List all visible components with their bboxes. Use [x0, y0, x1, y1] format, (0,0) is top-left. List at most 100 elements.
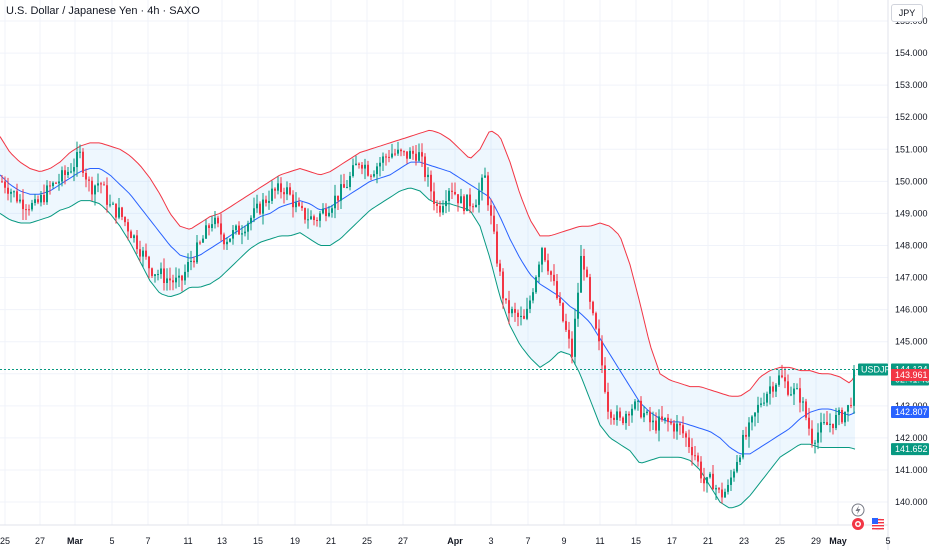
candle-body: [178, 275, 180, 278]
candle-body: [106, 185, 108, 205]
candle-body: [601, 341, 603, 366]
candle-body: [145, 250, 147, 257]
candle-body: [832, 423, 834, 429]
y-tick-label: 153.000: [895, 80, 928, 90]
candle-body: [628, 413, 630, 416]
x-tick-label: 23: [739, 536, 749, 546]
candle-body: [7, 187, 9, 194]
x-tick-label: 27: [398, 536, 408, 546]
currency-button[interactable]: JPY: [891, 4, 923, 22]
candle-body: [592, 301, 594, 314]
candle-body: [352, 165, 354, 177]
lightning-icon[interactable]: [851, 503, 865, 517]
candle-body: [787, 381, 789, 395]
candle-body: [490, 205, 492, 216]
candle-body: [247, 223, 249, 232]
us-flag-icon[interactable]: [871, 517, 885, 531]
candle-body: [421, 152, 423, 157]
candle-body: [367, 164, 369, 176]
candle-body: [841, 409, 843, 423]
candle-body: [418, 152, 420, 161]
candle-body: [190, 260, 192, 262]
y-tick-label: 149.000: [895, 208, 928, 218]
candle-body: [124, 216, 126, 223]
candle-body: [280, 183, 282, 193]
candle-body: [202, 238, 204, 243]
candle-body: [325, 208, 327, 217]
candle-body: [208, 225, 210, 229]
candle-body: [349, 176, 351, 187]
candle-body: [250, 217, 252, 224]
y-tick-label: 141.000: [895, 465, 928, 475]
candle-body: [817, 432, 819, 443]
x-tick-label: 5: [109, 536, 114, 546]
candle-body: [586, 269, 588, 278]
candle-body: [43, 194, 45, 203]
candle-body: [109, 204, 111, 206]
candle-body: [118, 207, 120, 218]
candle-body: [265, 199, 267, 203]
candle-body: [790, 394, 792, 396]
candle-body: [214, 217, 216, 225]
candle-body: [484, 175, 486, 178]
candle-body: [103, 184, 105, 186]
y-tick-label: 154.000: [895, 48, 928, 58]
candle-body: [682, 425, 684, 434]
candle-body: [172, 280, 174, 283]
candle-body: [820, 422, 822, 433]
candle-body: [316, 220, 318, 222]
y-tick-label: 145.000: [895, 337, 928, 347]
candle-body: [97, 183, 99, 186]
candle-body: [676, 423, 678, 432]
x-tick-label: 7: [525, 536, 530, 546]
candle-body: [562, 303, 564, 322]
candle-body: [517, 312, 519, 317]
candle-body: [568, 329, 570, 339]
candle-body: [784, 377, 786, 382]
candle-body: [112, 203, 114, 205]
x-tick-label: 19: [290, 536, 300, 546]
candle-body: [205, 225, 207, 239]
candlestick-series: [1, 141, 855, 504]
candle-body: [409, 150, 411, 159]
candle-body: [430, 174, 432, 192]
candle-body: [85, 172, 87, 180]
candle-body: [136, 235, 138, 250]
candle-body: [757, 404, 759, 413]
candle-body: [766, 393, 768, 403]
candle-body: [679, 423, 681, 426]
candle-body: [355, 163, 357, 166]
candle-body: [313, 216, 315, 221]
candle-body: [436, 203, 438, 206]
candle-body: [706, 477, 708, 484]
candle-body: [121, 207, 123, 217]
candle-body: [334, 195, 336, 209]
x-tick-label: 29: [811, 536, 821, 546]
candle-body: [463, 196, 465, 212]
candle-body: [346, 186, 348, 188]
candle-body: [28, 209, 30, 211]
candle-body: [301, 205, 303, 209]
candle-body: [487, 175, 489, 206]
candle-body: [589, 277, 591, 302]
candle-body: [382, 156, 384, 163]
candle-body: [715, 488, 717, 490]
candle-body: [481, 177, 483, 191]
candle-body: [538, 264, 540, 278]
candle-body: [691, 447, 693, 456]
candle-body: [544, 248, 546, 261]
candle-body: [835, 414, 837, 429]
candle-body: [403, 151, 405, 153]
candle-body: [541, 248, 543, 265]
y-tick-label: 146.000: [895, 305, 928, 315]
candle-body: [643, 413, 645, 418]
candle-body: [763, 402, 765, 404]
candle-body: [826, 422, 828, 425]
candle-body: [232, 230, 234, 239]
candle-body: [34, 199, 36, 203]
candle-body: [523, 315, 525, 319]
candle-body: [649, 411, 651, 423]
candle-body: [223, 234, 225, 245]
earnings-icon[interactable]: [852, 518, 864, 530]
